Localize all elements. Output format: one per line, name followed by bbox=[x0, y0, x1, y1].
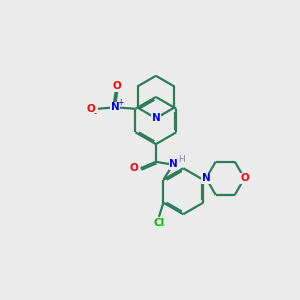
Text: +: + bbox=[117, 98, 123, 107]
Text: O: O bbox=[87, 104, 96, 114]
Text: N: N bbox=[152, 113, 160, 123]
Text: -: - bbox=[94, 110, 97, 118]
Text: O: O bbox=[113, 81, 122, 91]
Text: N: N bbox=[169, 159, 178, 169]
Text: O: O bbox=[130, 163, 139, 173]
Text: H: H bbox=[178, 155, 184, 164]
Text: N: N bbox=[110, 102, 119, 112]
Text: Cl: Cl bbox=[153, 218, 165, 228]
Text: N: N bbox=[202, 173, 211, 183]
Text: O: O bbox=[240, 173, 249, 183]
